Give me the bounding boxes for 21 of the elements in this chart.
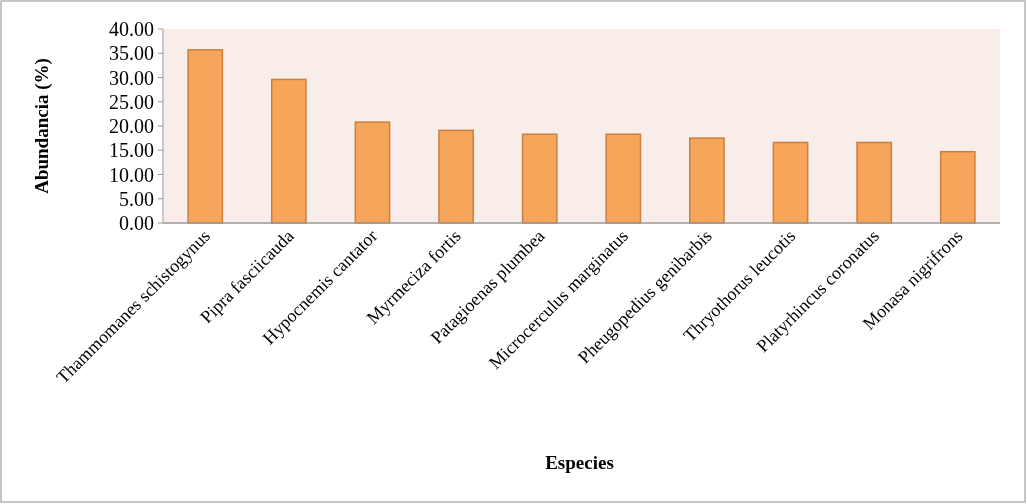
y-tick-label: 25.00 [109, 90, 154, 113]
y-axis-title: Abundancia (%) [31, 58, 53, 194]
x-axis-title: Especies [545, 452, 614, 473]
bar [939, 150, 976, 224]
y-tick-label: 35.00 [109, 42, 154, 65]
bar [856, 141, 893, 224]
y-tick-label: 10.00 [109, 163, 154, 186]
bar [270, 78, 307, 224]
y-tick-label: 30.00 [109, 66, 154, 89]
y-tick-label: 0.00 [119, 212, 154, 234]
bar [772, 141, 809, 224]
y-tick-label: 15.00 [109, 139, 154, 162]
bar [605, 133, 642, 224]
bar [521, 133, 558, 224]
bar [354, 121, 391, 224]
bar [438, 129, 474, 224]
bar [689, 137, 725, 224]
y-tick-label: 40.00 [109, 18, 154, 40]
y-tick-label: 5.00 [119, 187, 154, 210]
y-tick-label: 20.00 [109, 115, 154, 137]
bar [187, 49, 224, 224]
